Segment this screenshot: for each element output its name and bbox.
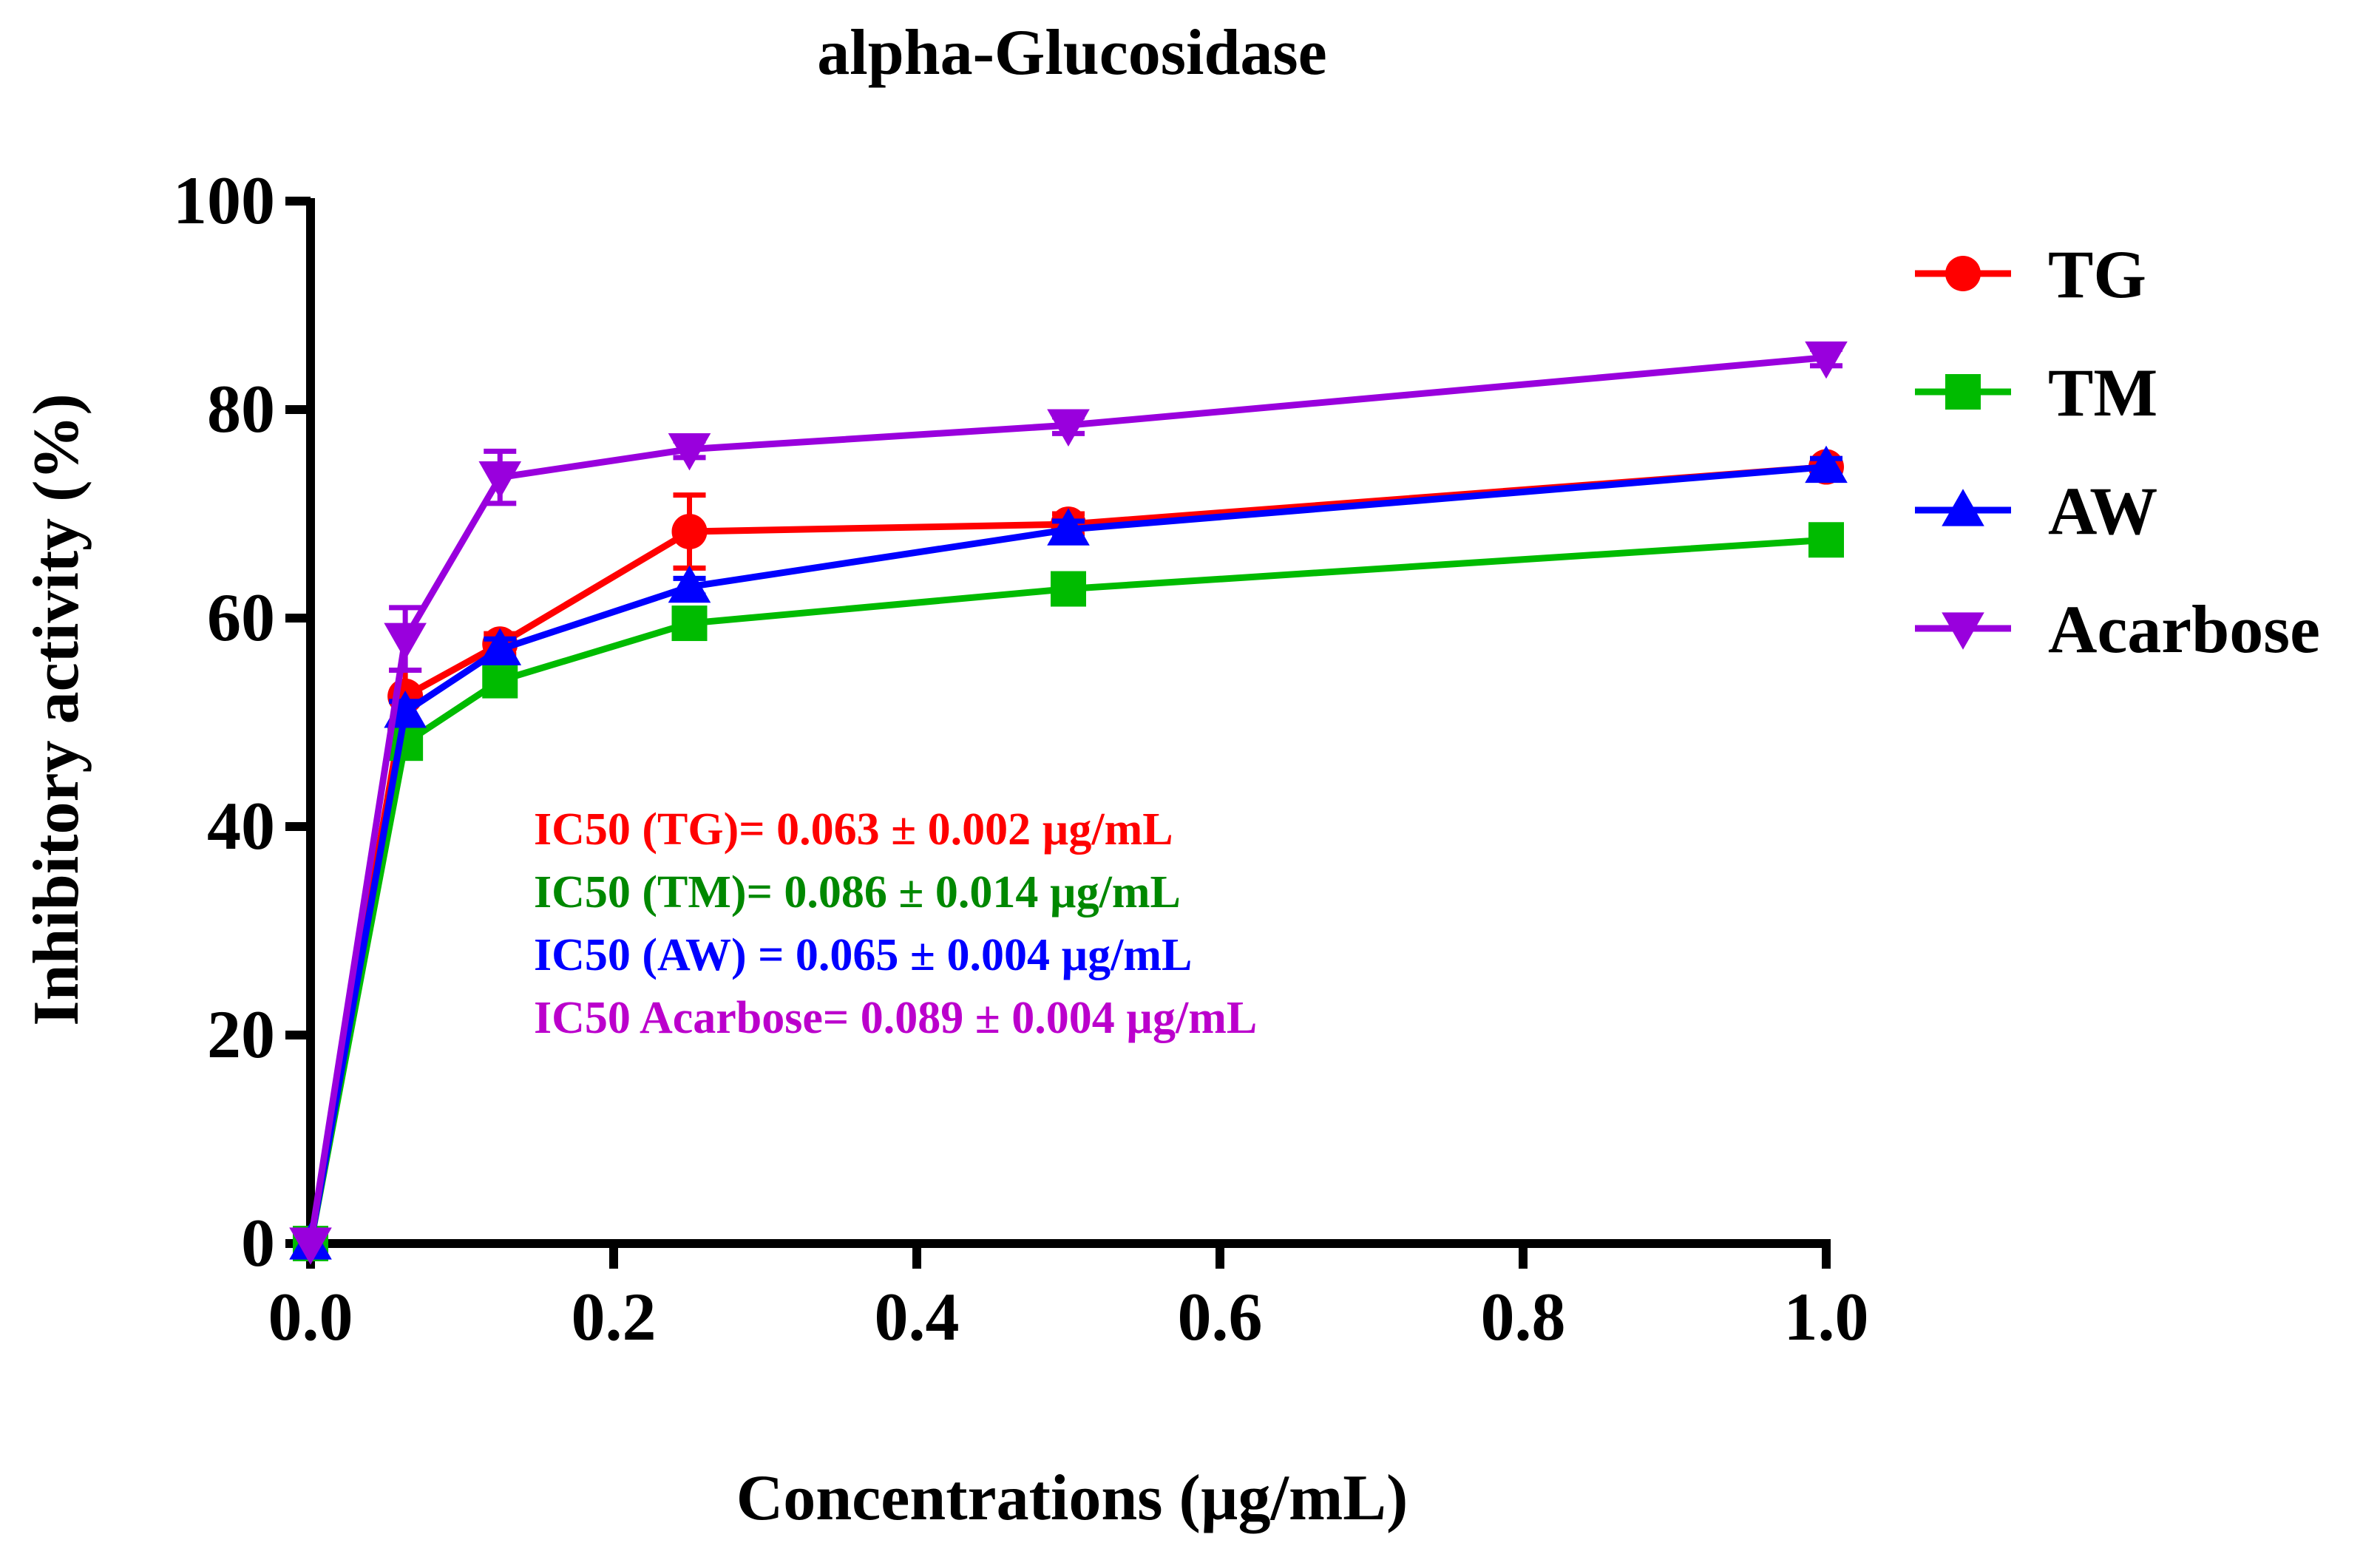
x-axis-label: Concentrations (µg/mL) bbox=[736, 1462, 1408, 1534]
data-point bbox=[1047, 508, 1090, 546]
y-tick-label: 80 bbox=[207, 371, 275, 447]
y-axis-label: Inhibitory activity (%) bbox=[21, 393, 92, 1026]
data-point bbox=[478, 628, 522, 665]
series-tg bbox=[293, 449, 1844, 1261]
y-tick-label: 20 bbox=[207, 997, 275, 1072]
data-point bbox=[1808, 522, 1844, 558]
x-tick-label: 0.0 bbox=[268, 1279, 353, 1354]
x-tick-label: 0.4 bbox=[875, 1279, 960, 1354]
series-acarbose bbox=[289, 341, 1848, 1265]
ic50-annotation: IC50 (AW) = 0.065 ± 0.004 µg/mL bbox=[534, 930, 1192, 980]
data-point bbox=[671, 606, 708, 642]
legend-label: TM bbox=[2048, 355, 2157, 430]
legend-marker bbox=[1942, 612, 1984, 650]
data-point bbox=[1051, 571, 1086, 607]
y-tick-label: 60 bbox=[207, 580, 275, 655]
series-layer bbox=[289, 341, 1848, 1265]
series-line bbox=[307, 354, 1827, 1244]
x-tick-label: 1.0 bbox=[1784, 1279, 1869, 1354]
data-point bbox=[1805, 341, 1848, 379]
legend-marker bbox=[1945, 374, 1981, 410]
axes: 0 20 40 60 80 100 0.0 0.2 0.4 0.6 0.8 1.0 bbox=[173, 163, 1869, 1354]
y-tick-label: 100 bbox=[173, 163, 275, 238]
data-point bbox=[668, 565, 711, 603]
series-tm bbox=[293, 522, 1844, 1261]
series-line bbox=[307, 536, 1827, 1244]
legend-label: TG bbox=[2048, 237, 2146, 312]
y-tick-label: 40 bbox=[207, 788, 275, 864]
legend-marker bbox=[1945, 256, 1981, 291]
x-tick-label: 0.2 bbox=[572, 1279, 657, 1354]
ic50-annotation: IC50 (TM)= 0.086 ± 0.014 µg/mL bbox=[534, 867, 1181, 917]
data-point bbox=[1047, 409, 1090, 447]
data-point bbox=[668, 432, 711, 471]
legend-item-tm: TM bbox=[1915, 355, 2157, 430]
legend: TG TM AW Acarbose bbox=[1915, 237, 2320, 667]
chart-title: alpha-Glucosidase bbox=[817, 17, 1326, 89]
legend-item-acarbose: Acarbose bbox=[1915, 591, 2320, 667]
data-point bbox=[384, 623, 427, 660]
legend-marker bbox=[1942, 489, 1984, 526]
legend-label: AW bbox=[2048, 473, 2157, 549]
series-line bbox=[307, 464, 1827, 1244]
data-point bbox=[478, 461, 522, 499]
ic50-annotation: IC50 (TG)= 0.063 ± 0.002 µg/mL bbox=[534, 804, 1173, 855]
data-point bbox=[671, 513, 708, 549]
legend-item-tg: TG bbox=[1915, 237, 2146, 312]
legend-item-aw: AW bbox=[1915, 473, 2157, 549]
ic50-annotations: IC50 (TG)= 0.063 ± 0.002 µg/mL IC50 (TM)=… bbox=[534, 804, 1257, 1043]
data-point bbox=[482, 662, 518, 699]
x-tick-label: 0.6 bbox=[1178, 1279, 1263, 1354]
x-tick-label: 0.8 bbox=[1481, 1279, 1566, 1354]
y-tick-label: 0 bbox=[241, 1205, 275, 1280]
data-point bbox=[1805, 445, 1848, 484]
legend-label: Acarbose bbox=[2048, 591, 2320, 667]
data-point bbox=[289, 1227, 332, 1265]
ic50-annotation: IC50 Acarbose= 0.089 ± 0.004 µg/mL bbox=[534, 993, 1257, 1043]
